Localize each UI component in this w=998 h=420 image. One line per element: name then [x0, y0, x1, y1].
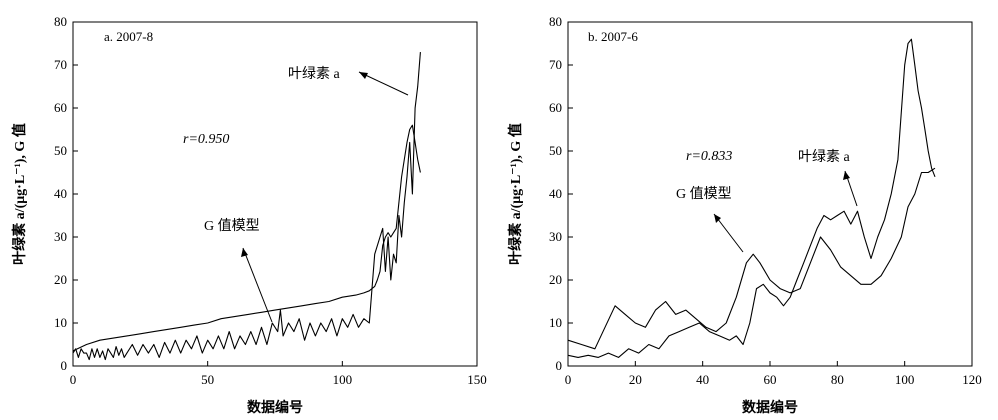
panel-a-ticks: 0 50 100 150 0 10 20 30 40 50 60 70 80 — [54, 14, 487, 387]
panel-a-r-annotation: r=0.950 — [183, 132, 229, 147]
panel-b-y-tick-label: 80 — [549, 14, 562, 29]
panel-b-gmodel-arrow — [713, 213, 744, 253]
panel-b-ticks: 0 20 40 60 80 100 120 0 10 20 30 40 50 60 70 80 — [549, 14, 982, 387]
panel-b-y-tick-label: 10 — [549, 315, 562, 330]
panel-a-series-gmodel — [72, 124, 421, 352]
panel-b-y-axis-title: 叶绿素 a/(μg·L⁻¹), G 值 — [507, 123, 524, 265]
panel-b-y-tick-label: 0 — [556, 358, 563, 373]
panel-a-y-tick-label: 60 — [54, 100, 67, 115]
panel-b-y-tick-label: 20 — [549, 272, 562, 287]
panel-a-label: a. 2007-8 — [104, 29, 153, 44]
panel-b-x-tick-label: 0 — [565, 372, 572, 387]
panel-b-r-annotation: r=0.833 — [686, 149, 732, 164]
panel-a-y-tick-label: 80 — [54, 14, 67, 29]
panel-b-x-tick-label: 40 — [696, 372, 709, 387]
panel-a-y-tick-label: 70 — [54, 57, 67, 72]
panel-a-chlorophyll-arrow — [358, 71, 409, 96]
panel-a-lines — [72, 52, 421, 361]
panel-b-label: b. 2007-6 — [588, 29, 638, 44]
panel-b-series-gmodel — [567, 167, 936, 350]
panel-a-y-axis-title: 叶绿素 a/(μg·L⁻¹), G 值 — [11, 123, 28, 265]
panel-a-x-tick-label: 0 — [70, 372, 77, 387]
panel-a-series-chlorophyll — [72, 52, 421, 361]
panel-a-y-tick-label: 40 — [54, 186, 67, 201]
panel-b-y-tick-label: 60 — [549, 100, 562, 115]
panel-a-x-axis-title: 数据编号 — [247, 399, 303, 416]
panel-b-y-tick-label: 70 — [549, 57, 562, 72]
panel-b-x-tick-label: 120 — [962, 372, 982, 387]
panel-a-x-tick-label: 150 — [467, 372, 487, 387]
panel-b-lines — [567, 38, 936, 358]
panel-a-x-tick-label: 50 — [201, 372, 214, 387]
panel-a-gmodel-arrow — [242, 247, 273, 323]
panel-a-x-tick-label: 100 — [333, 372, 353, 387]
panel-b-x-axis-title: 数据编号 — [742, 399, 798, 416]
panel-a-chlorophyll-arrowhead — [359, 72, 368, 79]
panel-a-y-tick-label: 10 — [54, 315, 67, 330]
panel-a-chlorophyll-annotation: 叶绿素 a — [288, 66, 340, 82]
panel-b-x-tick-label: 80 — [831, 372, 844, 387]
panel-b-series-chlorophyll — [567, 38, 936, 358]
panel-a-gmodel-arrowhead — [241, 248, 248, 257]
panel-a-gmodel-annotation: G 值模型 — [204, 218, 260, 234]
panel-a-y-tick-label: 20 — [54, 272, 67, 287]
panel-a-y-tick-label: 30 — [54, 229, 67, 244]
panel-a-frame — [72, 21, 478, 367]
panel-a: a. 2007-8 数据编号 叶绿素 a/(μg·L⁻¹), G 值 0 50 10… — [11, 14, 487, 416]
panel-a-y-tick-label: 0 — [61, 358, 68, 373]
panel-b-x-tick-label: 20 — [629, 372, 642, 387]
panel-b-chlorophyll-arrowhead — [843, 171, 850, 180]
panel-b-x-tick-label: 60 — [764, 372, 777, 387]
panel-b-y-tick-label: 30 — [549, 229, 562, 244]
panel-b-y-tick-label: 50 — [549, 143, 562, 158]
panel-a-y-tick-label: 50 — [54, 143, 67, 158]
panel-b: b. 2007-6 数据编号 叶绿素 a/(μg·L⁻¹), G 值 0 20 40… — [507, 14, 982, 416]
panel-b-frame — [567, 21, 973, 367]
panel-b-y-tick-label: 40 — [549, 186, 562, 201]
panel-b-gmodel-arrowhead — [714, 214, 721, 223]
panel-b-chlorophyll-annotation: 叶绿素 a — [798, 149, 850, 165]
panel-b-gmodel-annotation: G 值模型 — [676, 186, 732, 202]
panel-b-x-tick-label: 100 — [895, 372, 915, 387]
